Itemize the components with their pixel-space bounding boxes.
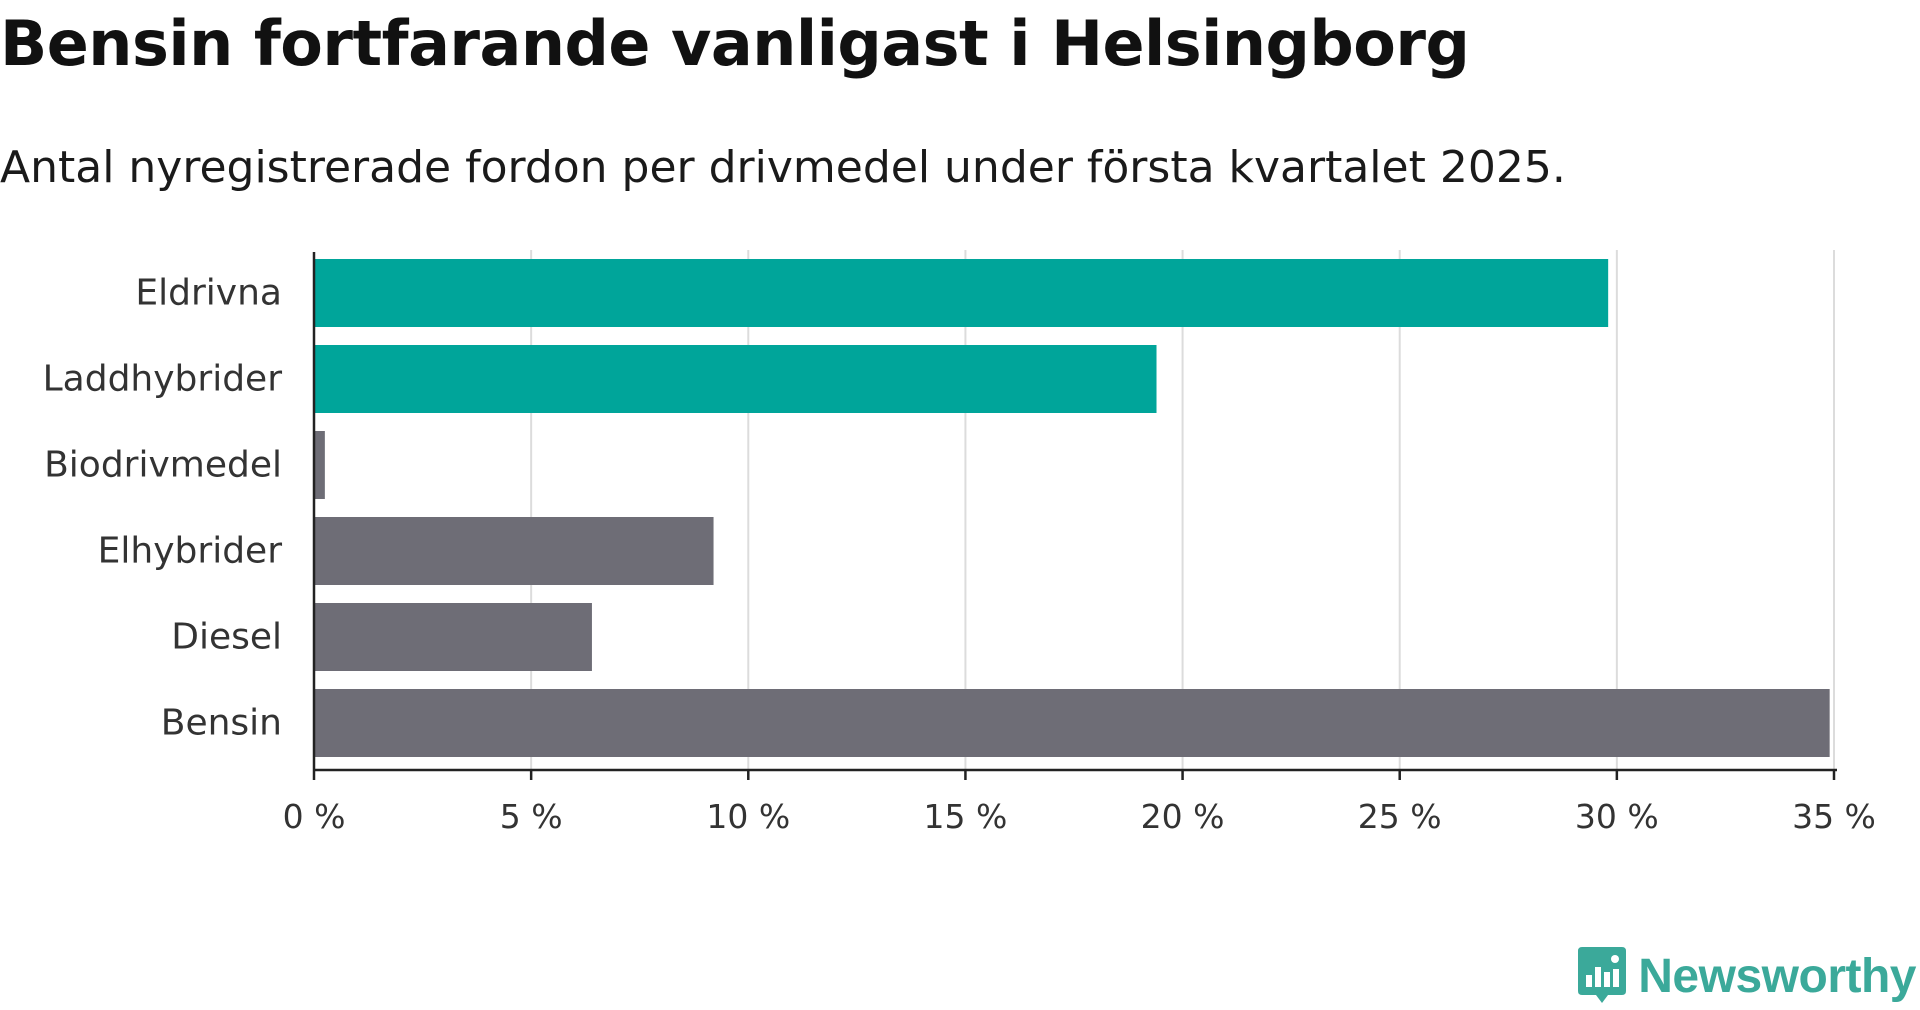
x-tick-label: 20 % <box>1141 797 1225 836</box>
x-tick-label: 15 % <box>924 797 1008 836</box>
brand-name: Newsworthy <box>1638 949 1916 1003</box>
category-label: Laddhybrider <box>43 359 283 400</box>
category-label: Diesel <box>171 617 282 658</box>
x-tick-label: 25 % <box>1358 797 1442 836</box>
bar-diesel <box>314 603 592 671</box>
category-label: Elhybrider <box>98 531 283 572</box>
category-label: Biodrivmedel <box>44 445 282 486</box>
newsworthy-logo: Newsworthy <box>1576 945 1916 1007</box>
gridlines <box>530 250 1835 770</box>
bar-bensin <box>314 689 1830 757</box>
bar-elhybrider <box>314 517 714 585</box>
chart-subtitle: Antal nyregistrerade fordon per drivmede… <box>0 142 1566 193</box>
category-labels: Eldrivna Laddhybrider Biodrivmedel Elhybrid… <box>43 273 283 744</box>
bar-laddhybrider <box>314 345 1157 413</box>
x-tick-label: 10 % <box>706 797 790 836</box>
bar-biodrivmedel <box>314 431 325 499</box>
x-tick-label: 30 % <box>1575 797 1659 836</box>
bar-eldrivna <box>314 259 1609 327</box>
chart-title: Bensin fortfarande vanligast i Helsingbo… <box>0 7 1470 80</box>
category-label: Eldrivna <box>135 273 282 314</box>
bar-chart: 0 % 5 % 10 % 15 % 20 % 25 % 30 % 35 % Eldrivna L… <box>43 250 1876 836</box>
category-label: Bensin <box>161 703 282 744</box>
x-tick-label: 0 % <box>283 797 346 836</box>
x-tick-label: 5 % <box>500 797 563 836</box>
bars <box>314 259 1830 757</box>
newsworthy-logo-icon <box>1578 947 1627 1003</box>
x-tick-label: 35 % <box>1792 797 1876 836</box>
x-axis: 0 % 5 % 10 % 15 % 20 % 25 % 30 % 35 % <box>283 252 1876 836</box>
